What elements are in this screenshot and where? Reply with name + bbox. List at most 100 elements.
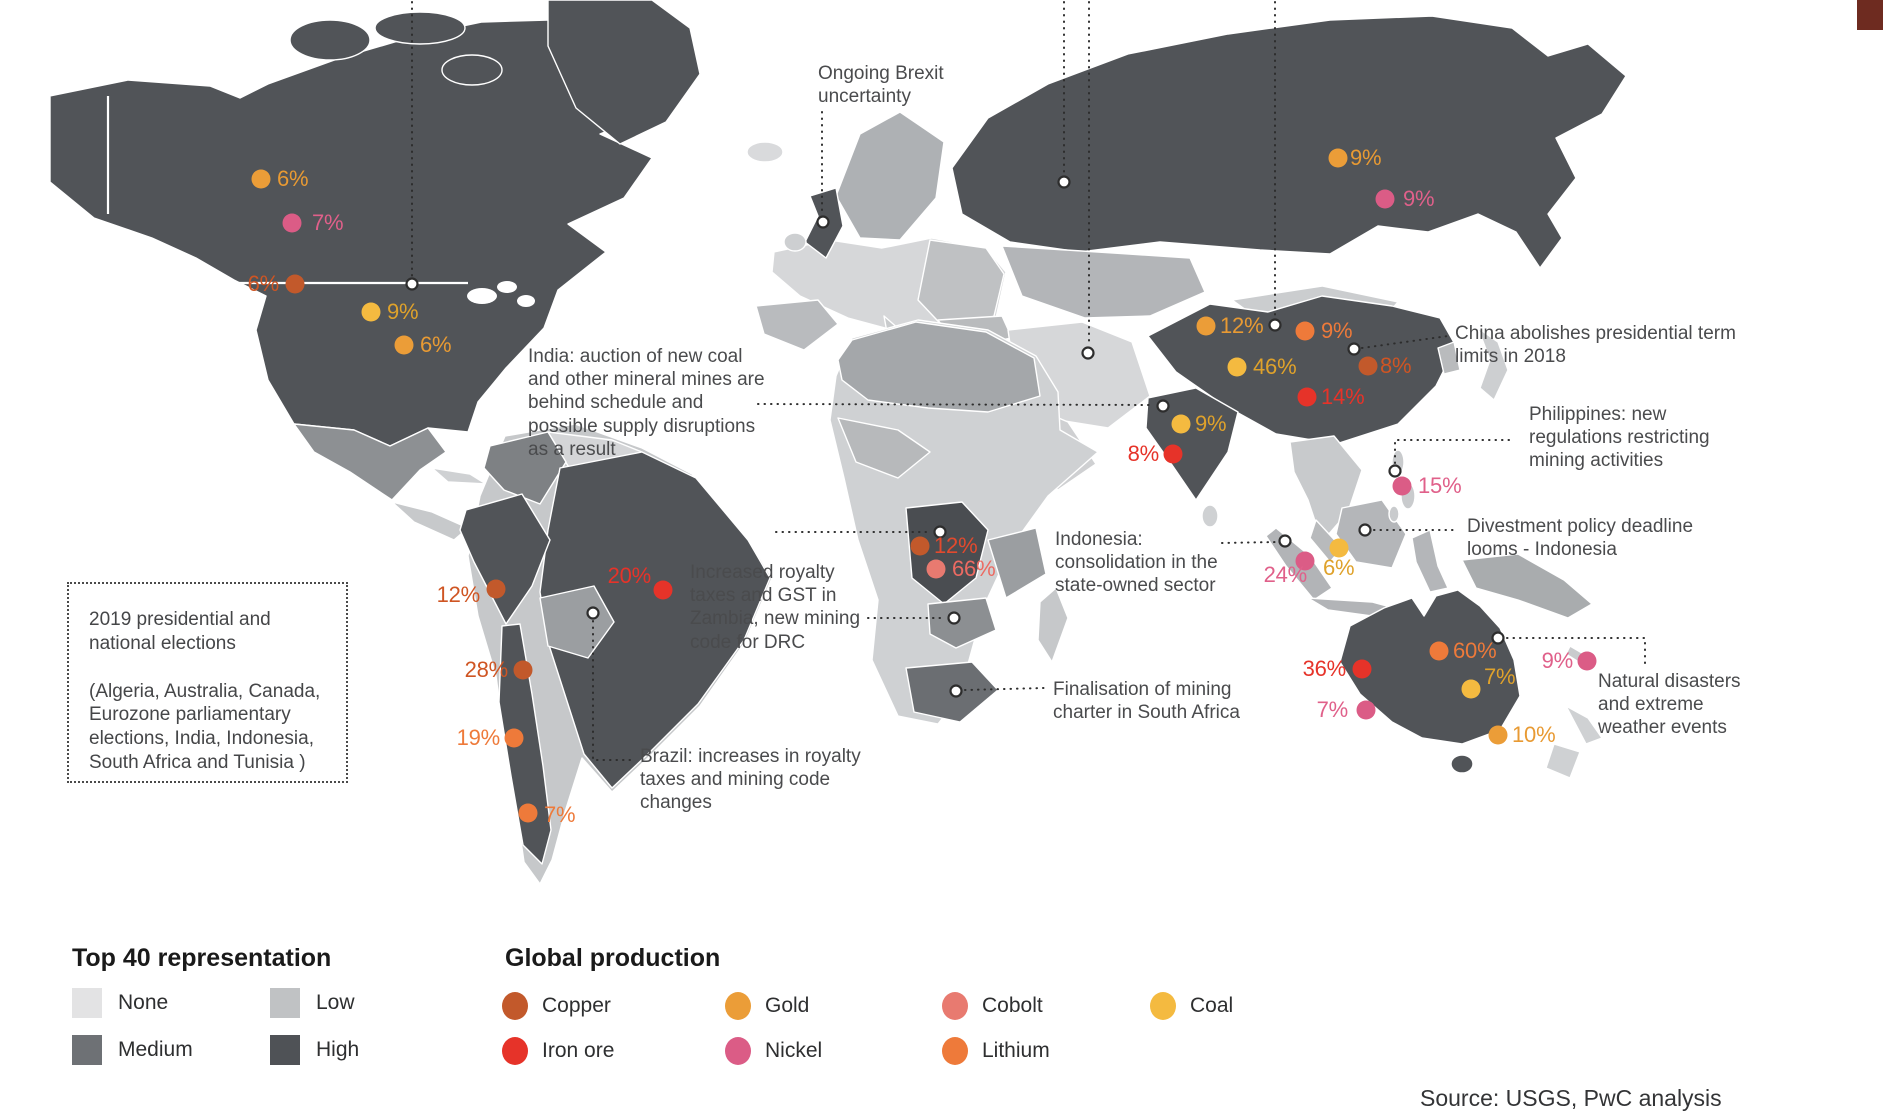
legend-label: Low	[316, 991, 355, 1014]
marker-value: 6%	[277, 166, 309, 191]
annotation-china-term-limits: China abolishes presidential term limits…	[1455, 323, 1736, 368]
annotation-natural-disasters: Natural disasters and extreme weather ev…	[1598, 671, 1741, 739]
corner-brand-mark	[1857, 0, 1883, 30]
legend-label: Iron ore	[542, 1039, 615, 1062]
dotted-connector	[1221, 541, 1279, 544]
copper-dot-icon	[1358, 356, 1378, 376]
iron-legend-dot-icon	[502, 1037, 528, 1065]
marker-value: 6%	[420, 332, 452, 357]
marker-value: 6%	[247, 271, 280, 296]
lithium-dot-icon	[1295, 321, 1315, 341]
swatch-none	[72, 988, 102, 1018]
annotation-brexit: Ongoing Brexit uncertainty	[818, 63, 944, 108]
coal-dot-icon	[361, 302, 381, 322]
legend-label: Lithium	[982, 1039, 1050, 1062]
nickel-legend-dot-icon	[725, 1037, 751, 1065]
location-ring	[1347, 342, 1361, 356]
lithium-dot-icon	[504, 728, 524, 748]
nickel-dot-icon	[1392, 476, 1412, 496]
lithium-legend-dot-icon	[942, 1037, 968, 1065]
marker-value: 15%	[1418, 473, 1462, 498]
location-ring	[1057, 175, 1071, 189]
country-drc	[905, 501, 989, 605]
dotted-connectors	[411, 1, 1646, 761]
country-japan	[1477, 327, 1509, 401]
location-ring	[933, 525, 947, 539]
marker-value: 9%	[1195, 411, 1227, 436]
legend-label: Gold	[765, 994, 810, 1017]
location-ring	[816, 215, 830, 229]
callout-overlay	[405, 1, 1646, 761]
cobolt-dot-icon	[926, 559, 946, 579]
location-ring	[1358, 523, 1372, 537]
marker-value: 12%	[934, 533, 978, 558]
marker-value: 36%	[1302, 656, 1347, 681]
country-peru	[459, 493, 551, 625]
location-ring	[1491, 631, 1505, 645]
marker-value: 46%	[1253, 354, 1297, 379]
marker-value: 20%	[607, 563, 652, 588]
location-ring	[949, 684, 963, 698]
country-kazakhstan	[1001, 245, 1206, 319]
marker-value: 9%	[1403, 186, 1435, 211]
location-rings	[405, 175, 1505, 698]
elections-note-box: 2019 presidential and national elections…	[67, 582, 348, 783]
legend-production-title: Global production	[505, 944, 721, 972]
marker-value: 12%	[1220, 313, 1264, 338]
legend-top40-title: Top 40 representation	[72, 944, 332, 972]
marker-value: 9%	[1350, 145, 1382, 170]
marker-value: 7%	[312, 210, 344, 235]
country-new-zealand	[1565, 705, 1603, 745]
nickel-dot-icon	[1375, 189, 1395, 209]
annotation-brazil-royalty: Brazil: increases in royalty taxes and m…	[640, 746, 861, 814]
country-zambia	[927, 597, 997, 649]
legend-label: Coal	[1190, 994, 1234, 1017]
marker-value: 12%	[436, 582, 481, 607]
iron-dot-icon	[1297, 387, 1317, 407]
marker-value: 8%	[1380, 353, 1412, 378]
country-colombia	[483, 431, 567, 505]
coal-dot-icon	[1461, 679, 1481, 699]
dotted-connector	[964, 687, 1045, 691]
iron-dot-icon	[1163, 444, 1183, 464]
gold-legend-dot-icon	[725, 992, 751, 1020]
annotation-zambia-drc-royalty: Increased royalty taxes and GST in Zambi…	[690, 562, 861, 653]
marker-value: 14%	[1321, 384, 1365, 409]
nickel-dot-icon	[1356, 700, 1376, 720]
marker-value: 6%	[1323, 555, 1355, 580]
country-russia	[951, 15, 1627, 269]
legend-label: High	[316, 1038, 360, 1061]
marker-value: 66%	[952, 556, 996, 581]
marker-value: 9%	[1321, 318, 1353, 343]
source-line: Source: USGS, PwC analysis	[1420, 1085, 1722, 1111]
country-greenland	[547, 0, 701, 145]
marker-value: 9%	[387, 299, 419, 324]
legend-label: Copper	[542, 994, 611, 1017]
nickel-dot-icon	[1577, 651, 1597, 671]
marker-value: 9%	[1541, 648, 1574, 673]
location-ring	[586, 606, 600, 620]
gold-dot-icon	[1196, 316, 1216, 336]
gold-dot-icon	[251, 169, 271, 189]
location-ring	[1388, 464, 1402, 478]
country-canada-usa	[49, 19, 653, 447]
iron-dot-icon	[653, 580, 673, 600]
location-ring	[1278, 534, 1292, 548]
gold-dot-icon	[1328, 148, 1348, 168]
legend-label: None	[118, 991, 169, 1014]
nickel-dot-icon	[282, 213, 302, 233]
marker-value: 7%	[1316, 697, 1349, 722]
legend-label: Nickel	[765, 1039, 823, 1062]
lithium-dot-icon	[518, 803, 538, 823]
lithium-dot-icon	[1429, 641, 1449, 661]
legend-label: Medium	[118, 1038, 193, 1061]
country-india	[1145, 387, 1239, 501]
copper-dot-icon	[513, 660, 533, 680]
elections-note-line1: 2019 presidential and national elections	[89, 609, 271, 654]
swatch-high	[270, 1035, 300, 1065]
copper-dot-icon	[285, 274, 305, 294]
copper-dot-icon	[486, 579, 506, 599]
coal-dot-icon	[1329, 538, 1349, 558]
iron-dot-icon	[1352, 659, 1372, 679]
